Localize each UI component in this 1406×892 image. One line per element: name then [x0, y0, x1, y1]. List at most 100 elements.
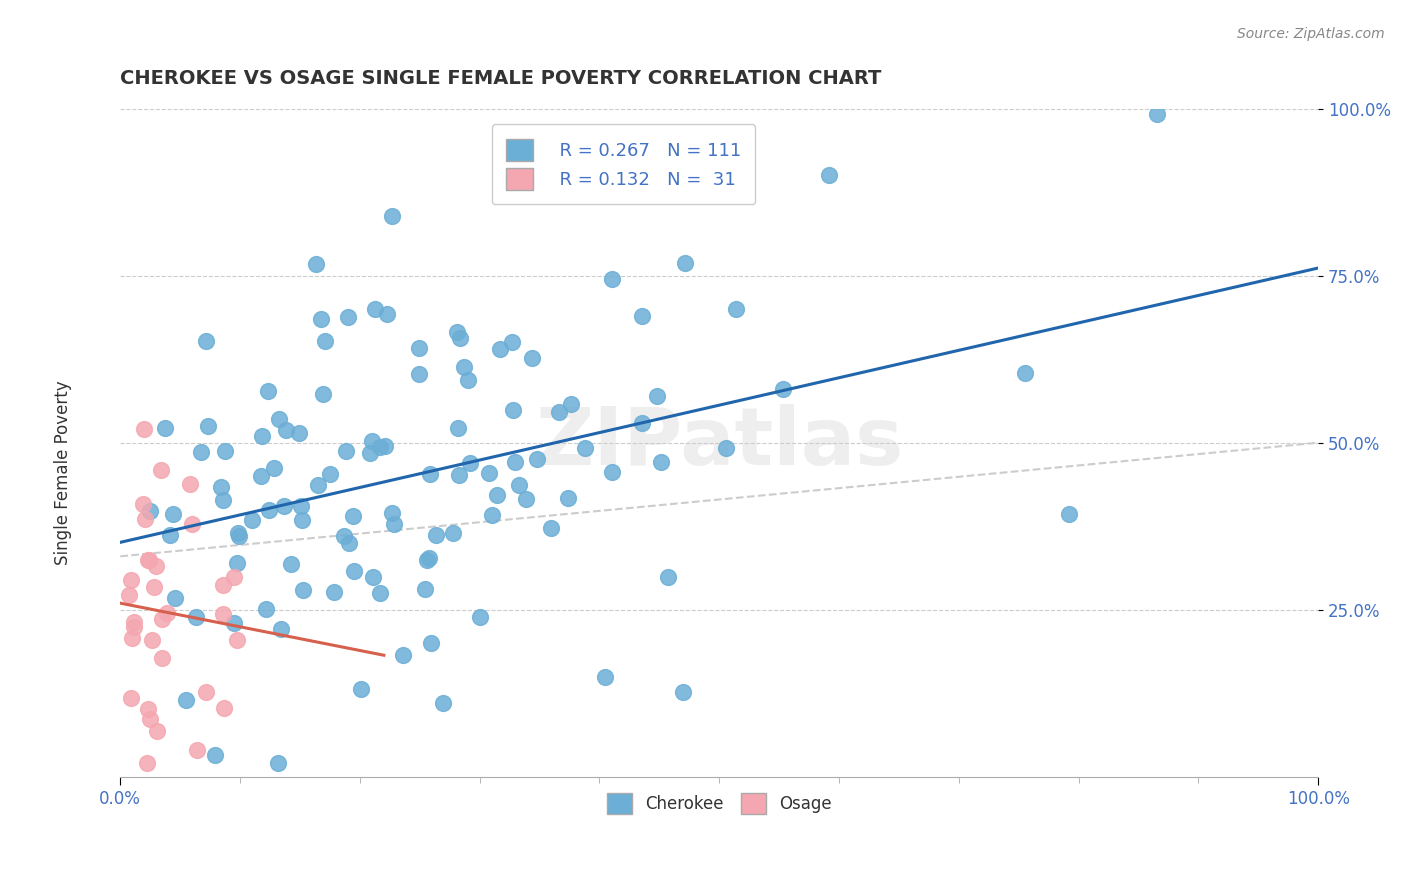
Point — [120, 691, 142, 706]
Point — [291, 513, 314, 527]
Point — [335, 444, 357, 458]
Point — [288, 425, 311, 440]
Point — [312, 387, 335, 401]
Point — [270, 622, 292, 636]
Point — [468, 610, 491, 624]
Point — [139, 504, 162, 518]
Point — [256, 384, 278, 399]
Point — [342, 509, 364, 524]
Point — [453, 359, 475, 374]
Point — [139, 712, 162, 726]
Point — [224, 569, 246, 583]
Point — [204, 748, 226, 763]
Point — [266, 756, 288, 771]
Point — [315, 334, 337, 349]
Point — [180, 517, 202, 532]
Point — [772, 382, 794, 396]
Point — [145, 558, 167, 573]
Point — [724, 302, 747, 317]
Point — [252, 428, 274, 442]
Point — [280, 558, 302, 572]
Point — [342, 564, 364, 578]
Point — [672, 685, 695, 699]
Point — [132, 498, 155, 512]
Point — [212, 578, 235, 592]
Point — [276, 424, 298, 438]
Point — [486, 488, 509, 502]
Point — [631, 309, 654, 323]
Point — [1014, 366, 1036, 380]
Point — [419, 636, 441, 650]
Point — [505, 455, 527, 469]
Point — [391, 648, 413, 663]
Point — [222, 616, 245, 631]
Point — [600, 465, 623, 479]
Point — [209, 480, 232, 494]
Point — [141, 632, 163, 647]
Point — [650, 454, 672, 468]
Point — [319, 467, 342, 481]
Point — [381, 209, 404, 223]
Point — [364, 301, 387, 316]
Point — [673, 256, 696, 270]
Point — [458, 456, 481, 470]
Point — [150, 651, 173, 665]
Point — [322, 584, 344, 599]
Point — [307, 478, 329, 492]
Point — [381, 506, 404, 520]
Point — [382, 516, 405, 531]
Point — [249, 469, 271, 483]
Point — [122, 619, 145, 633]
Point — [179, 476, 201, 491]
Point — [630, 416, 652, 430]
Text: Single Female Poverty: Single Female Poverty — [55, 381, 72, 565]
Point — [118, 588, 141, 602]
Point — [190, 445, 212, 459]
Point — [162, 507, 184, 521]
Point — [136, 756, 159, 771]
Point — [150, 612, 173, 626]
Point — [716, 441, 738, 455]
Point — [165, 591, 187, 605]
Point — [508, 477, 530, 491]
Point — [560, 397, 582, 411]
Point — [478, 467, 501, 481]
Point — [350, 682, 373, 697]
Point — [149, 463, 172, 477]
Point — [502, 403, 524, 417]
Point — [211, 607, 233, 621]
Point — [370, 586, 392, 600]
Point — [600, 272, 623, 286]
Point — [159, 528, 181, 542]
Point — [136, 552, 159, 566]
Point — [120, 573, 142, 587]
Point — [186, 743, 208, 757]
Point — [359, 446, 381, 460]
Point — [447, 467, 470, 482]
Point — [153, 421, 176, 435]
Point — [446, 326, 468, 340]
Point — [548, 405, 571, 419]
Point — [408, 367, 430, 381]
Point — [134, 512, 156, 526]
Point — [136, 702, 159, 716]
Point — [212, 701, 235, 715]
Point — [408, 341, 430, 355]
Point — [449, 330, 471, 344]
Point — [263, 460, 285, 475]
Point — [374, 439, 396, 453]
Point — [526, 452, 548, 467]
Point — [257, 503, 280, 517]
Point — [273, 499, 295, 513]
Point — [305, 257, 328, 271]
Legend: Cherokee, Osage: Cherokee, Osage — [599, 785, 839, 822]
Point — [336, 310, 359, 325]
Point — [419, 467, 441, 481]
Point — [515, 492, 537, 507]
Point — [290, 499, 312, 513]
Point — [457, 373, 479, 387]
Point — [425, 528, 447, 542]
Point — [818, 169, 841, 183]
Point — [337, 535, 360, 549]
Point — [194, 685, 217, 699]
